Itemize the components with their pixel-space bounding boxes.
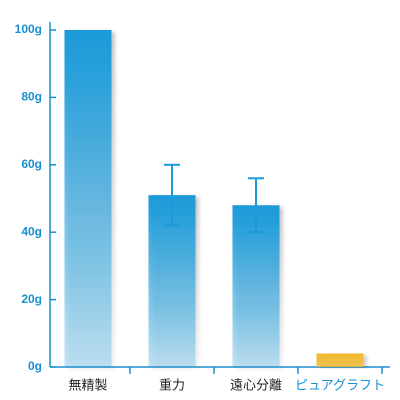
x-tick-label: 遠心分離	[230, 379, 282, 394]
y-tick-label: 0g	[28, 359, 42, 373]
y-tick-label: 40g	[21, 224, 42, 238]
y-tick-label: 100g	[15, 22, 42, 36]
x-tick-label: ピュアグラフト	[295, 379, 385, 394]
y-tick-label: 20g	[21, 292, 42, 306]
x-tick-label: 無精製	[68, 379, 107, 394]
y-tick-label: 60g	[21, 157, 42, 171]
y-tick-label: 80g	[21, 90, 42, 104]
x-tick-label: 重力	[159, 378, 185, 394]
bar	[64, 30, 112, 367]
bar	[316, 353, 364, 367]
